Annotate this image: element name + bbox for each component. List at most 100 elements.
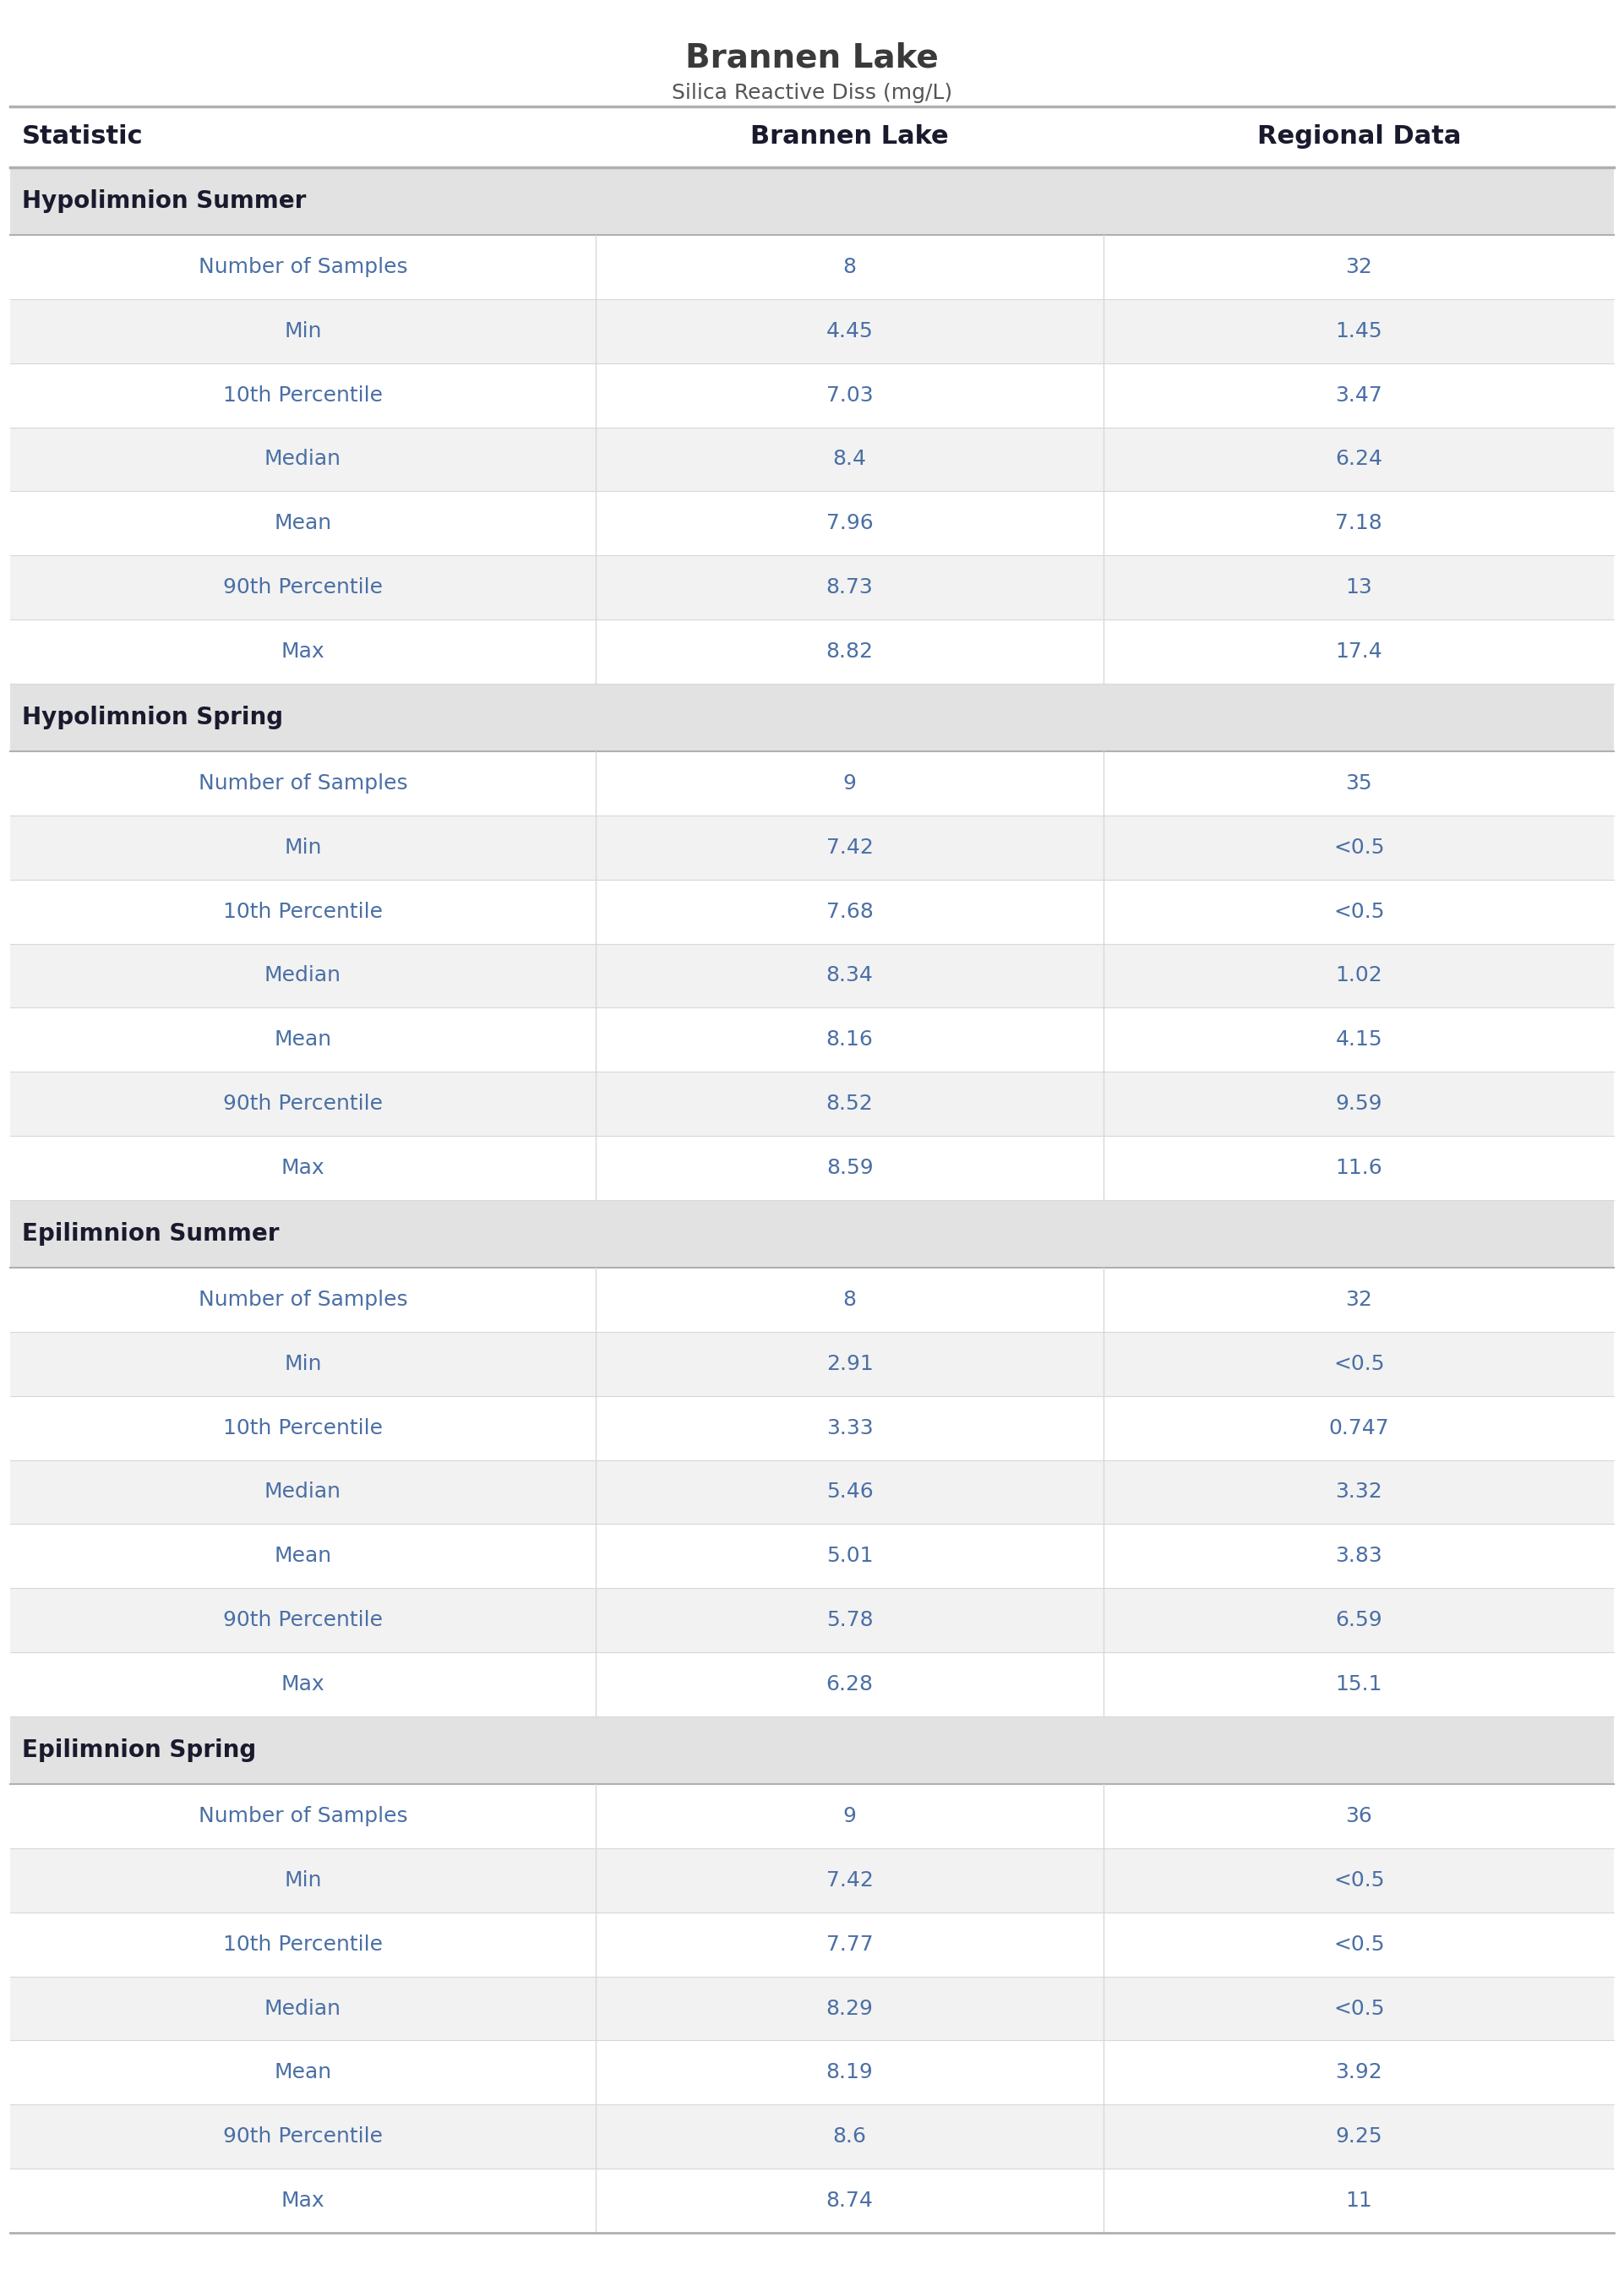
Text: Median: Median [265, 449, 341, 470]
Bar [10, 1460, 1614, 1523]
Text: Min: Min [284, 1353, 322, 1373]
Text: 7.03: 7.03 [827, 386, 874, 406]
Text: Min: Min [284, 838, 322, 858]
Text: 0.747: 0.747 [1328, 1419, 1389, 1439]
Bar [10, 1008, 1614, 1071]
Text: 5.46: 5.46 [827, 1482, 874, 1503]
Text: 10th Percentile: 10th Percentile [222, 1419, 383, 1439]
Text: Brannen Lake: Brannen Lake [685, 43, 939, 75]
Bar [10, 620, 1614, 683]
Text: 9.25: 9.25 [1335, 2127, 1382, 2147]
Text: 90th Percentile: 90th Percentile [222, 1094, 383, 1115]
Bar [10, 1589, 1614, 1653]
Text: 8.4: 8.4 [833, 449, 867, 470]
Text: 13: 13 [1345, 577, 1372, 597]
Text: 3.33: 3.33 [827, 1419, 874, 1439]
Text: 8.6: 8.6 [833, 2127, 867, 2147]
Text: 17.4: 17.4 [1335, 642, 1382, 663]
Text: Statistic: Statistic [23, 125, 143, 150]
Text: 90th Percentile: 90th Percentile [222, 1609, 383, 1630]
Text: Hypolimnion Spring: Hypolimnion Spring [23, 706, 283, 729]
Text: 90th Percentile: 90th Percentile [222, 577, 383, 597]
Text: 8.82: 8.82 [827, 642, 874, 663]
Bar [10, 1201, 1614, 1267]
Text: Mean: Mean [274, 1031, 331, 1051]
Text: 8.19: 8.19 [827, 2063, 874, 2082]
Text: 6.24: 6.24 [1335, 449, 1382, 470]
Bar [10, 556, 1614, 620]
Bar [10, 815, 1614, 878]
Bar [10, 1267, 1614, 1332]
Text: Hypolimnion Summer: Hypolimnion Summer [23, 188, 307, 213]
Text: Number of Samples: Number of Samples [198, 1289, 408, 1310]
Text: 7.96: 7.96 [827, 513, 874, 533]
Bar [10, 944, 1614, 1008]
Text: 6.59: 6.59 [1335, 1609, 1382, 1630]
Text: Brannen Lake: Brannen Lake [750, 125, 948, 150]
Text: Max: Max [281, 1158, 325, 1178]
Text: 7.42: 7.42 [827, 838, 874, 858]
Text: Median: Median [265, 965, 341, 985]
Text: 15.1: 15.1 [1335, 1675, 1382, 1693]
Text: 1.02: 1.02 [1335, 965, 1382, 985]
Text: 11: 11 [1345, 2191, 1372, 2211]
Text: <0.5: <0.5 [1333, 1870, 1384, 1891]
Bar [10, 1332, 1614, 1396]
Text: Min: Min [284, 320, 322, 340]
Text: 35: 35 [1346, 774, 1372, 794]
Bar [10, 1977, 1614, 2041]
Bar [10, 1135, 1614, 1201]
Bar [10, 1784, 1614, 1848]
Text: 7.18: 7.18 [1335, 513, 1382, 533]
Text: Number of Samples: Number of Samples [198, 774, 408, 794]
Text: Silica Reactive Diss (mg/L): Silica Reactive Diss (mg/L) [672, 82, 952, 102]
Text: Median: Median [265, 1482, 341, 1503]
Text: 3.32: 3.32 [1335, 1482, 1382, 1503]
Bar [10, 1911, 1614, 1977]
Bar [10, 2168, 1614, 2234]
Text: <0.5: <0.5 [1333, 1934, 1384, 1954]
Text: <0.5: <0.5 [1333, 1998, 1384, 2018]
Text: <0.5: <0.5 [1333, 901, 1384, 922]
Bar [10, 490, 1614, 556]
Text: 10th Percentile: 10th Percentile [222, 1934, 383, 1954]
Text: 9: 9 [843, 774, 856, 794]
Bar [10, 168, 1614, 234]
Bar [10, 363, 1614, 427]
Text: Mean: Mean [274, 513, 331, 533]
Text: Epilimnion Spring: Epilimnion Spring [23, 1739, 257, 1762]
Text: <0.5: <0.5 [1333, 838, 1384, 858]
Text: Number of Samples: Number of Samples [198, 1807, 408, 1827]
Text: 4.15: 4.15 [1335, 1031, 1382, 1051]
Bar [10, 751, 1614, 815]
Text: 8.29: 8.29 [827, 1998, 874, 2018]
Text: 11.6: 11.6 [1335, 1158, 1382, 1178]
Text: 5.01: 5.01 [827, 1546, 874, 1566]
Text: 8.59: 8.59 [827, 1158, 874, 1178]
Text: 8.74: 8.74 [827, 2191, 874, 2211]
Text: 7.77: 7.77 [827, 1934, 874, 1954]
Text: 6.28: 6.28 [827, 1675, 874, 1693]
Text: 32: 32 [1345, 1289, 1372, 1310]
Text: 90th Percentile: 90th Percentile [222, 2127, 383, 2147]
Text: Max: Max [281, 642, 325, 663]
Text: 8.52: 8.52 [827, 1094, 874, 1115]
Text: 36: 36 [1345, 1807, 1372, 1827]
Text: Mean: Mean [274, 1546, 331, 1566]
Text: 1.45: 1.45 [1335, 320, 1382, 340]
Text: <0.5: <0.5 [1333, 1353, 1384, 1373]
Text: Number of Samples: Number of Samples [198, 257, 408, 277]
Bar [10, 1716, 1614, 1784]
Bar [10, 878, 1614, 944]
Text: 4.45: 4.45 [827, 320, 874, 340]
Bar [10, 2041, 1614, 2104]
Bar [10, 1396, 1614, 1460]
Text: 3.92: 3.92 [1335, 2063, 1382, 2082]
Bar [10, 107, 1614, 168]
Bar [10, 427, 1614, 490]
Text: 8.16: 8.16 [827, 1031, 874, 1051]
Text: Min: Min [284, 1870, 322, 1891]
Bar [10, 683, 1614, 751]
Text: 8: 8 [843, 257, 856, 277]
Text: 8: 8 [843, 1289, 856, 1310]
